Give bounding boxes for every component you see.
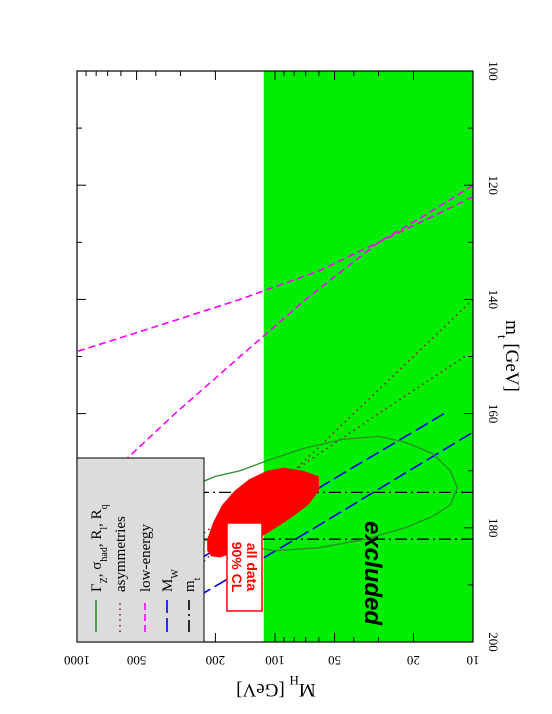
legend-box [76,457,205,643]
excluded-label-group: excluded [359,521,386,626]
all-data-label-line2: 90% CL [229,542,245,593]
series-lowe-lower [77,195,473,353]
y-tick-label: 500 [127,653,147,668]
y-tick-label: 1000 [64,653,90,668]
x-tick-label: 100 [486,61,501,81]
x-axis-title: mt [GeV] [496,320,523,392]
legend-label-lowe: low-energy [138,523,154,592]
y-tick-label: 20 [407,653,420,668]
legend-label-mt: mt [182,577,203,592]
y-axis-title-group: MH [GeV] [236,674,316,701]
all-data-label-box [226,522,263,612]
legend-label-mw: MW [160,569,181,592]
y-tick-label: 200 [206,653,226,668]
legend-label-asym: asymmetries [113,516,129,592]
x-tick-label: 180 [486,518,501,538]
excluded-region [263,71,473,642]
tick-marks: 100 120 140 160 180 200 10 20 50 100 200 500 1000 [64,61,501,668]
y-axis-title: MH [GeV] [236,674,316,701]
y-tick-label: 50 [328,653,341,668]
y-tick-label: 10 [467,653,480,668]
x-tick-label: 200 [486,632,501,652]
excluded-label: excluded [359,521,386,626]
y-tick-label: 100 [265,653,285,668]
x-tick-label: 120 [486,175,501,195]
x-axis-title-group: mt [GeV] [496,320,523,392]
x-tick-label: 160 [486,404,501,424]
legend-label-zpole: ΓZ, σhad, Rl, Rq [89,504,110,592]
x-tick-label: 140 [486,290,501,310]
all-data-label-line1: all data [244,543,260,591]
all-data-label-group: all data 90% CL [226,522,263,612]
